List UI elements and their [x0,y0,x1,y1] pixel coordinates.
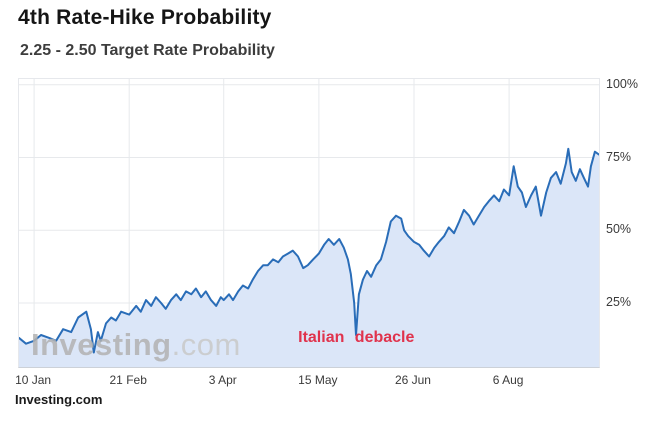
annotation-italian-debacle: Italian debacle [298,329,415,347]
y-axis-label: 50% [606,222,632,237]
x-axis-label: 3 Apr [208,373,237,387]
y-axis-label: 25% [606,295,632,309]
chart-subtitle: 2.25 - 2.50 Target Rate Probability [20,42,275,59]
y-axis-label: 100% [606,76,638,91]
chart-canvas [19,79,599,367]
y-axis-label: 75% [606,149,632,164]
x-axis-label: 21 Feb [109,373,147,387]
footer-brand: Investing.com [15,392,103,407]
x-axis-label: 10 Jan [15,373,52,387]
probability-area-chart: Investing.com [18,78,600,368]
x-axis-label: 26 Jun [394,373,431,387]
x-axis-label: 15 May [298,373,338,387]
page-title: 4th Rate-Hike Probability [18,6,272,29]
x-axis-label: 6 Aug [492,373,524,387]
series-area-fill [19,148,599,367]
series-line [19,147,599,354]
